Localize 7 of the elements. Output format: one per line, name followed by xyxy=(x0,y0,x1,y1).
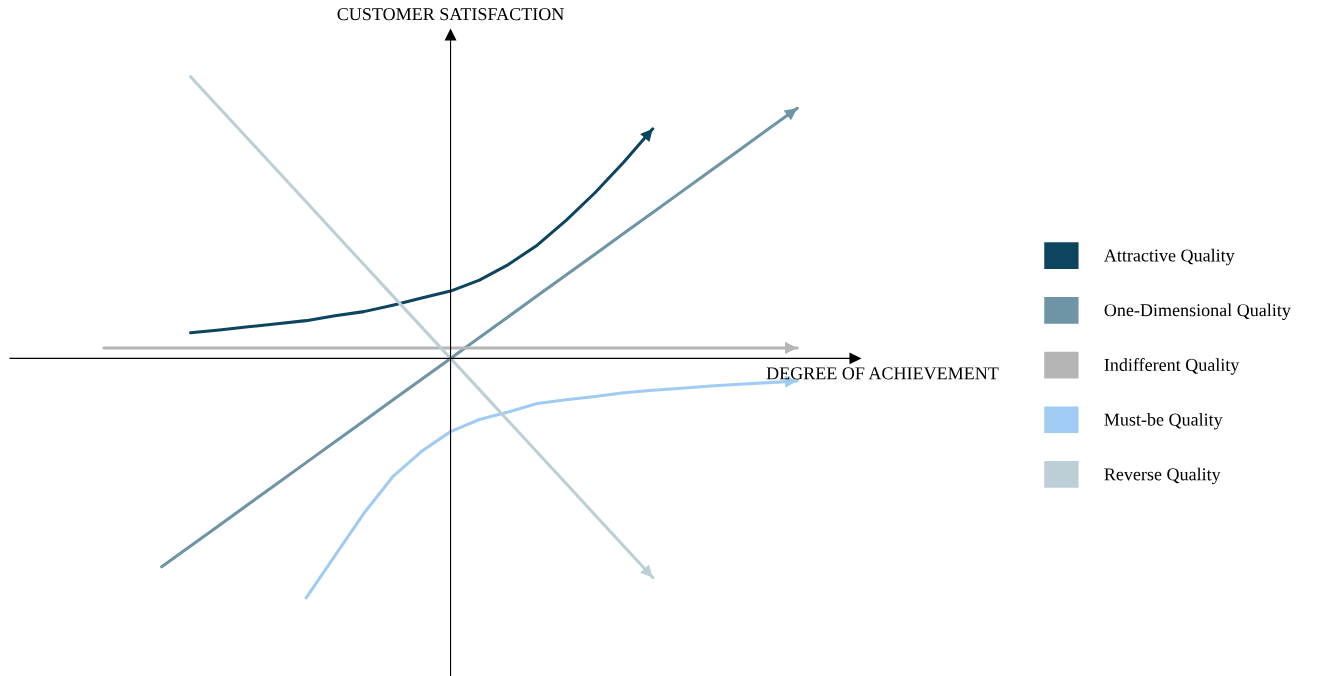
legend-label: Must-be Quality xyxy=(1104,413,1223,430)
legend-label: Reverse Quality xyxy=(1104,467,1221,485)
x-axis-title: DEGREE OF ACHIEVEMENT xyxy=(766,367,999,380)
legend-label: Attractive Quality xyxy=(1104,248,1235,266)
y-axis-title: CUSTOMER SATISFACTION xyxy=(337,8,564,21)
legend-label: One-Dimensional Quality xyxy=(1104,303,1291,321)
legend-label: Indifferent Quality xyxy=(1104,358,1240,375)
